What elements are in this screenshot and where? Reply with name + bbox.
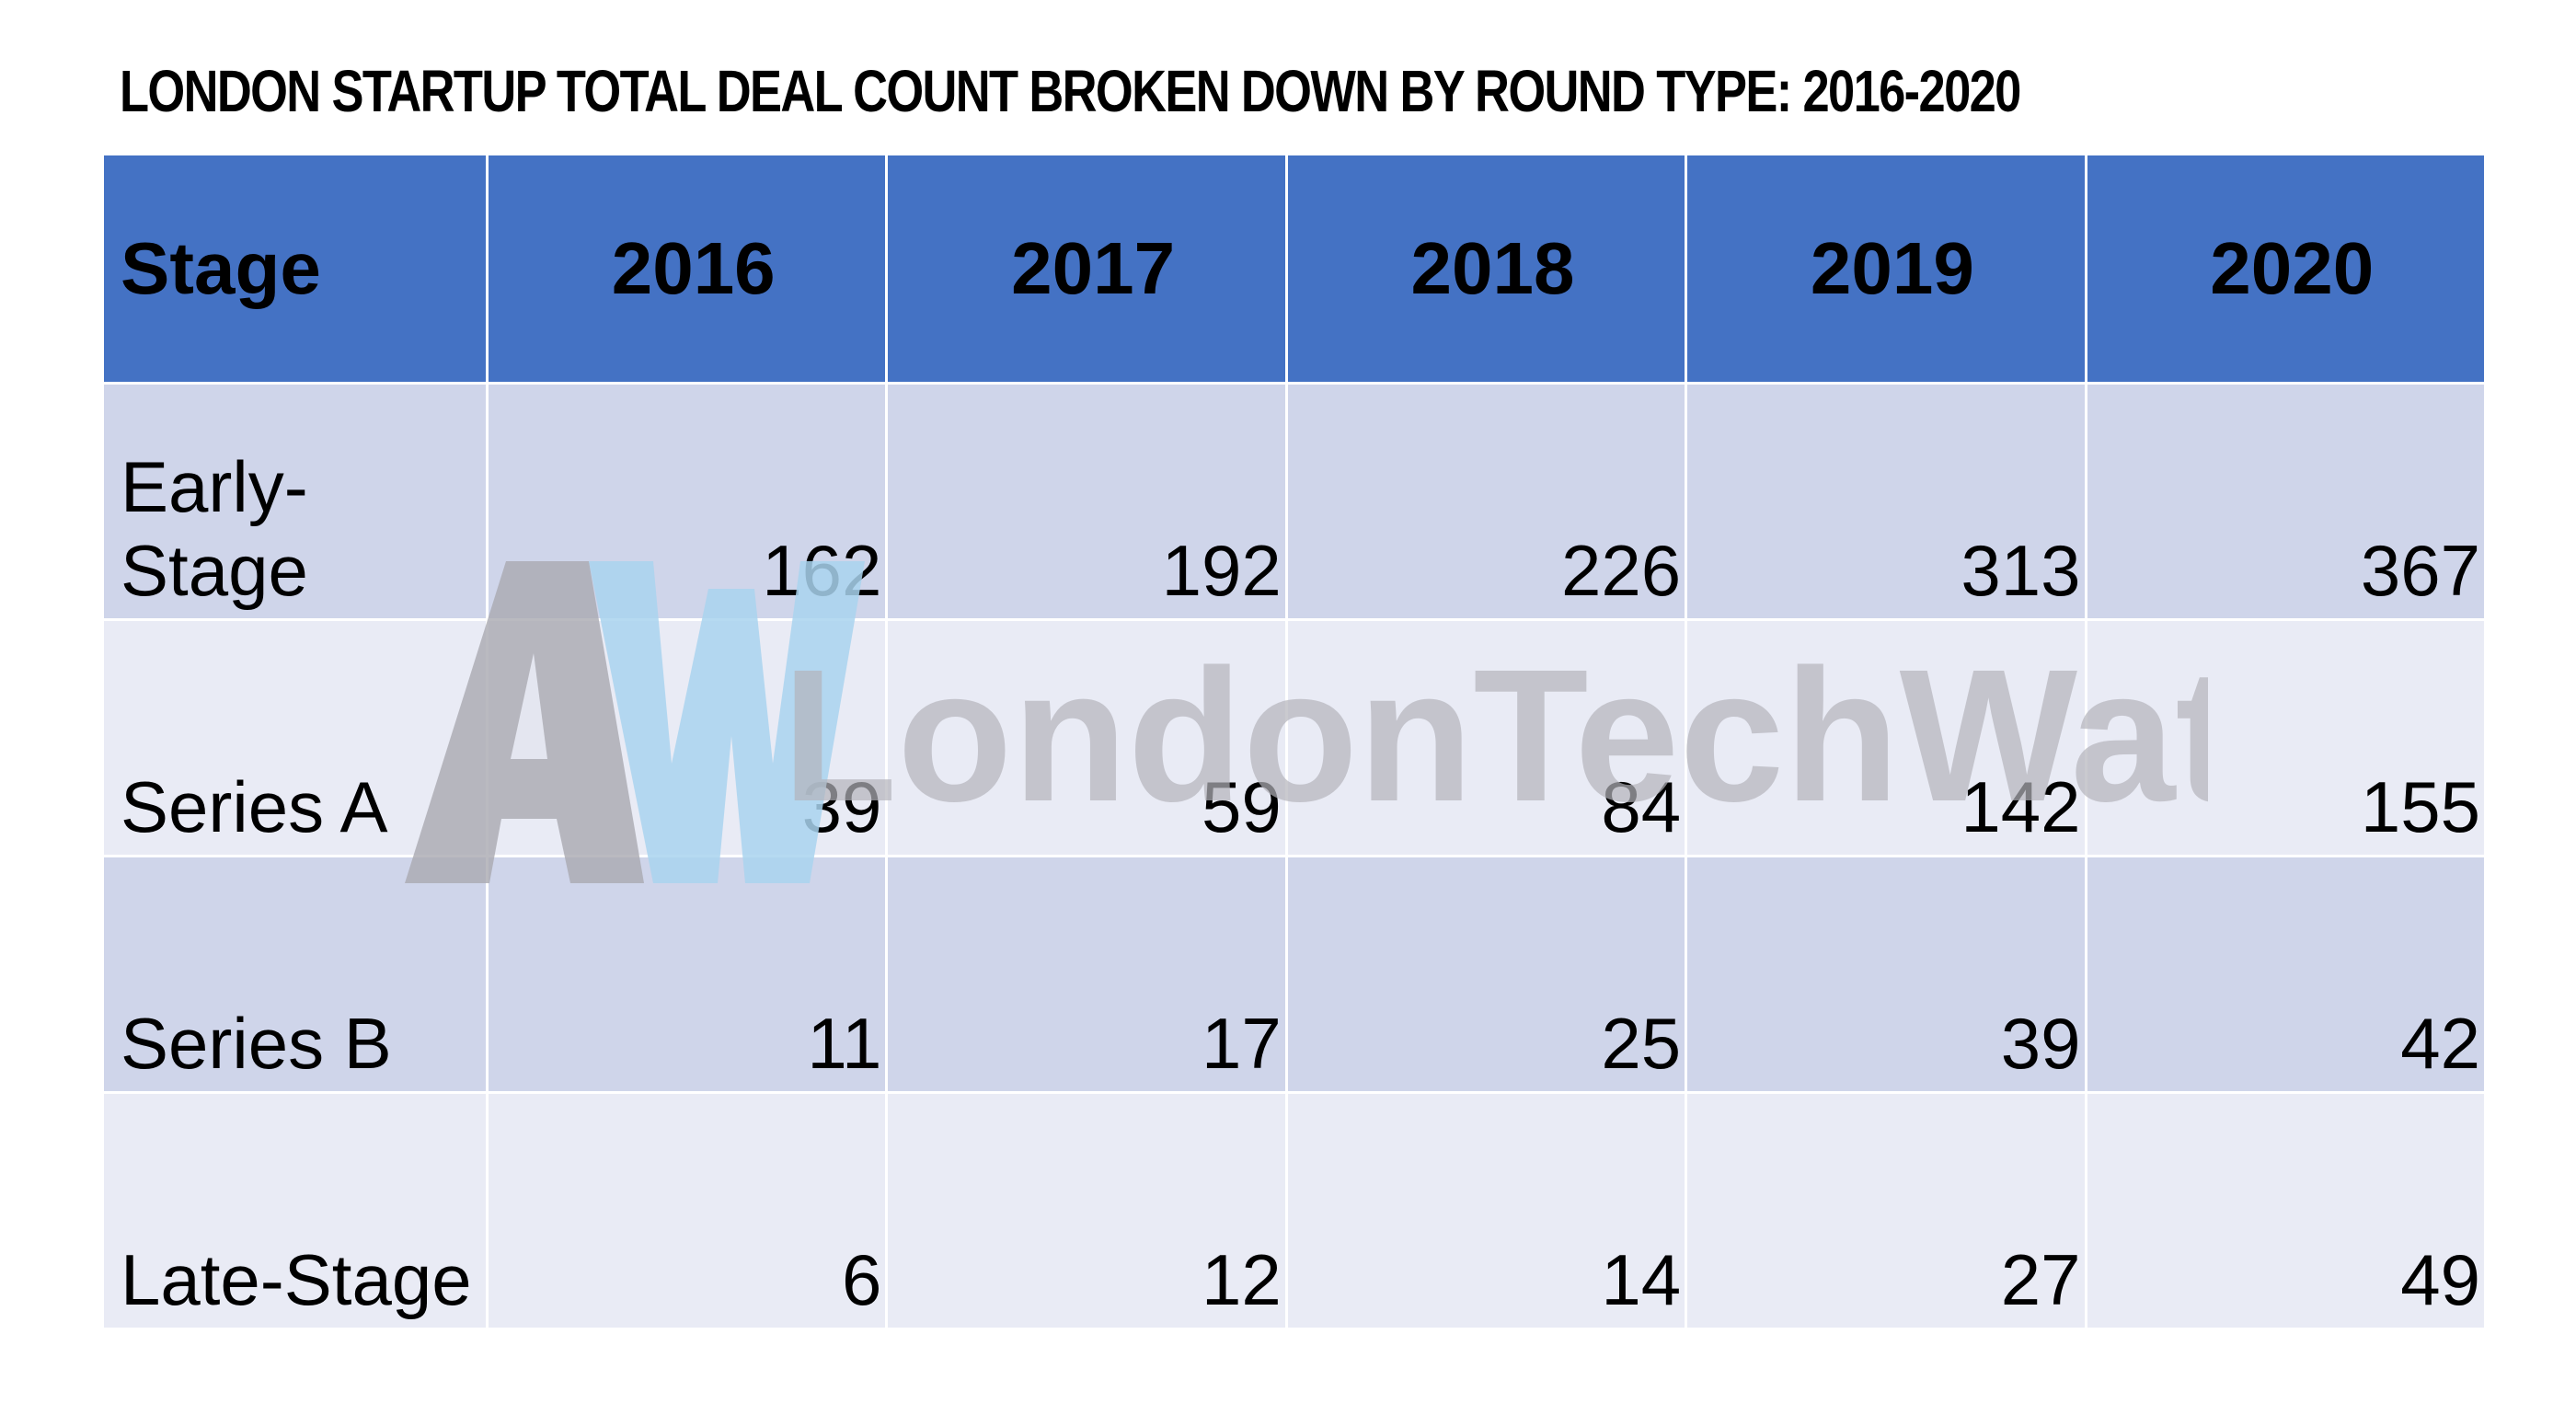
column-header-2019: 2019 <box>1685 153 2087 385</box>
row-label-series-b: Series B <box>101 855 489 1094</box>
cell-series-a-2019: 142 <box>1685 618 2087 857</box>
cell-series-a-2018: 84 <box>1284 618 1688 857</box>
table-row-series-b: Series B 11 17 25 39 42 <box>101 855 2487 1094</box>
table-row-late-stage: Late-Stage 6 12 14 27 49 <box>101 1091 2487 1330</box>
cell-series-a-2020: 155 <box>2084 618 2487 857</box>
column-header-2016: 2016 <box>485 153 889 385</box>
cell-late-stage-2017: 12 <box>885 1091 1288 1330</box>
cell-late-stage-2020: 49 <box>2084 1091 2487 1330</box>
cell-series-b-2020: 42 <box>2084 855 2487 1094</box>
row-label-late-stage: Late-Stage <box>101 1091 489 1330</box>
cell-series-a-2016: 39 <box>485 618 889 857</box>
column-header-2020: 2020 <box>2084 153 2487 385</box>
cell-early-stage-2020: 367 <box>2084 382 2487 621</box>
cell-late-stage-2018: 14 <box>1284 1091 1688 1330</box>
table-header-row: Stage 2016 2017 2018 2019 2020 <box>101 153 2487 385</box>
table-row-series-a: Series A 39 59 84 142 155 <box>101 618 2487 857</box>
cell-early-stage-2016: 162 <box>485 382 889 621</box>
cell-series-b-2016: 11 <box>485 855 889 1094</box>
cell-series-b-2017: 17 <box>885 855 1288 1094</box>
chart-title: London Startup Total Deal Count Broken D… <box>120 58 2021 124</box>
cell-early-stage-2018: 226 <box>1284 382 1688 621</box>
cell-late-stage-2019: 27 <box>1685 1091 2087 1330</box>
table-row-early-stage: Early-Stage 162 192 226 313 367 <box>101 382 2487 621</box>
row-label-early-stage: Early-Stage <box>101 382 489 621</box>
column-header-2017: 2017 <box>885 153 1288 385</box>
cell-series-b-2019: 39 <box>1685 855 2087 1094</box>
cell-series-b-2018: 25 <box>1284 855 1688 1094</box>
deal-count-table-container: Stage 2016 2017 2018 2019 2020 Early-Sta… <box>101 153 2487 1330</box>
column-header-2018: 2018 <box>1284 153 1688 385</box>
row-label-series-a: Series A <box>101 618 489 857</box>
cell-series-a-2017: 59 <box>885 618 1288 857</box>
cell-early-stage-2019: 313 <box>1685 382 2087 621</box>
cell-late-stage-2016: 6 <box>485 1091 889 1330</box>
column-header-stage: Stage <box>101 153 489 385</box>
cell-early-stage-2017: 192 <box>885 382 1288 621</box>
deal-count-table: Stage 2016 2017 2018 2019 2020 Early-Sta… <box>101 153 2487 1330</box>
